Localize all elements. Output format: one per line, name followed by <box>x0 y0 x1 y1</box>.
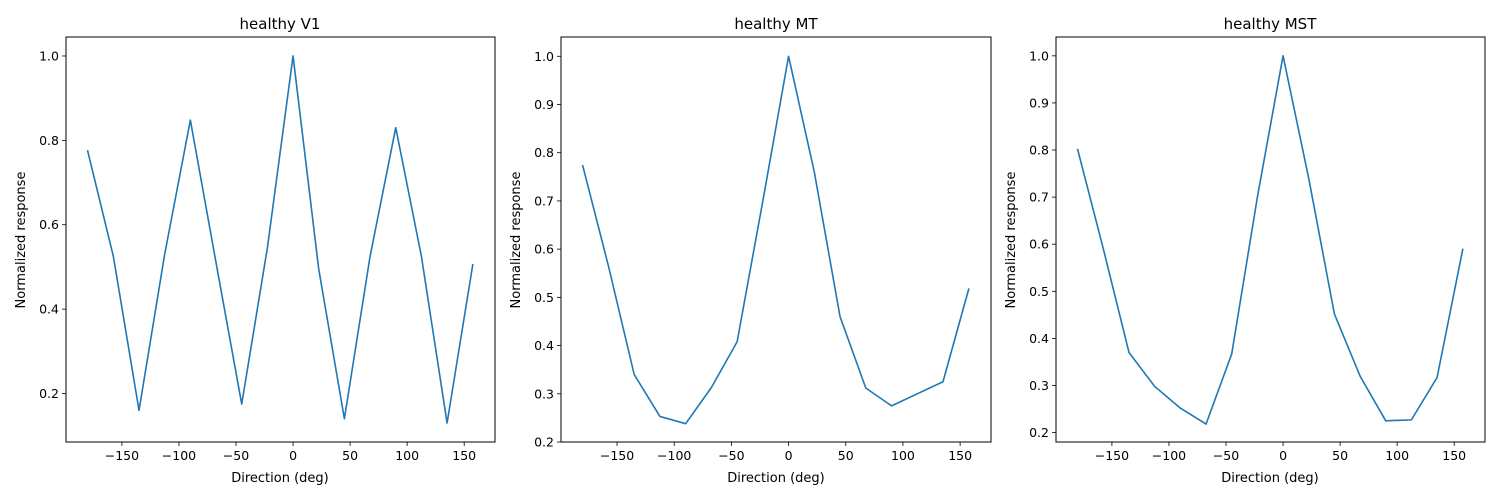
y-tick-label: 0.5 <box>534 290 554 305</box>
y-tick-label: 0.3 <box>534 386 554 401</box>
x-tick-label: 150 <box>948 448 972 463</box>
x-tick-label: 50 <box>838 448 854 463</box>
y-tick-label: 0.4 <box>39 302 59 317</box>
x-tick-label: 100 <box>1385 448 1409 463</box>
y-tick-label: 0.6 <box>39 217 59 232</box>
y-tick-label: 0.7 <box>534 193 554 208</box>
y-tick-label: 0.5 <box>1029 284 1049 299</box>
y-tick-label: 1.0 <box>1029 48 1049 63</box>
x-tick-label: −150 <box>1095 448 1129 463</box>
y-tick-label: 0.7 <box>1029 190 1049 205</box>
series-line <box>581 55 970 425</box>
chart-title: healthy V1 <box>240 15 321 33</box>
x-tick-label: −150 <box>600 448 634 463</box>
series-line <box>86 55 474 424</box>
y-tick-label: 0.8 <box>39 133 59 148</box>
chart-title: healthy MST <box>1224 15 1318 33</box>
y-tick-label: 0.6 <box>1029 237 1049 252</box>
x-tick-label: 0 <box>785 448 793 463</box>
x-tick-label: −100 <box>1152 448 1186 463</box>
axes-frame <box>65 36 496 443</box>
x-tick-label: 100 <box>891 448 915 463</box>
x-tick-label: −50 <box>223 448 249 463</box>
axes-frame <box>560 36 992 443</box>
y-axis-label: Normalized response <box>1004 172 1019 309</box>
x-tick-label: 50 <box>342 448 358 463</box>
y-tick-label: 0.4 <box>1029 331 1049 346</box>
x-axis-label: Direction (deg) <box>231 471 329 486</box>
y-tick-label: 0.9 <box>534 97 554 112</box>
x-tick-label: 150 <box>1442 448 1466 463</box>
y-tick-label: 1.0 <box>39 48 59 63</box>
x-tick-label: −150 <box>105 448 139 463</box>
x-axis-label: Direction (deg) <box>727 471 825 486</box>
subplot-healthy-mst: healthy MST −150 −100 −50 0 50 100 150 0.2 0.3 0.… <box>1004 15 1486 486</box>
subplot-healthy-mt: healthy MT −150 −100 −50 0 50 100 150 0.2 0.3 0.4… <box>509 15 992 486</box>
subplot-healthy-v1: healthy V1 −150 −100 −50 0 50 100 150 0.2 0.4 0.6… <box>14 15 496 486</box>
x-tick-label: 100 <box>395 448 419 463</box>
x-tick-label: 50 <box>1332 448 1348 463</box>
x-axis-label: Direction (deg) <box>1221 471 1319 486</box>
x-tick-label: −100 <box>162 448 196 463</box>
y-tick-label: 0.3 <box>1029 378 1049 393</box>
y-tick-label: 0.2 <box>534 435 554 450</box>
x-tick-label: 150 <box>452 448 476 463</box>
x-tick-label: −50 <box>718 448 744 463</box>
y-tick-label: 0.8 <box>1029 143 1049 158</box>
y-tick-label: 0.6 <box>534 242 554 257</box>
chart-title: healthy MT <box>734 15 818 33</box>
axes-frame <box>1055 36 1486 443</box>
y-tick-label: 1.0 <box>534 49 554 64</box>
y-axis-label: Normalized response <box>509 172 524 309</box>
x-tick-label: −50 <box>1213 448 1239 463</box>
y-tick-label: 0.9 <box>1029 95 1049 110</box>
x-tick-label: 0 <box>1279 448 1287 463</box>
x-tick-label: 0 <box>289 448 297 463</box>
y-tick-label: 0.2 <box>1029 425 1049 440</box>
y-tick-label: 0.2 <box>39 386 59 401</box>
y-tick-label: 0.8 <box>534 145 554 160</box>
y-axis-label: Normalized response <box>14 172 29 309</box>
y-tick-label: 0.4 <box>534 338 554 353</box>
series-line <box>1076 55 1464 425</box>
x-tick-label: −100 <box>657 448 691 463</box>
